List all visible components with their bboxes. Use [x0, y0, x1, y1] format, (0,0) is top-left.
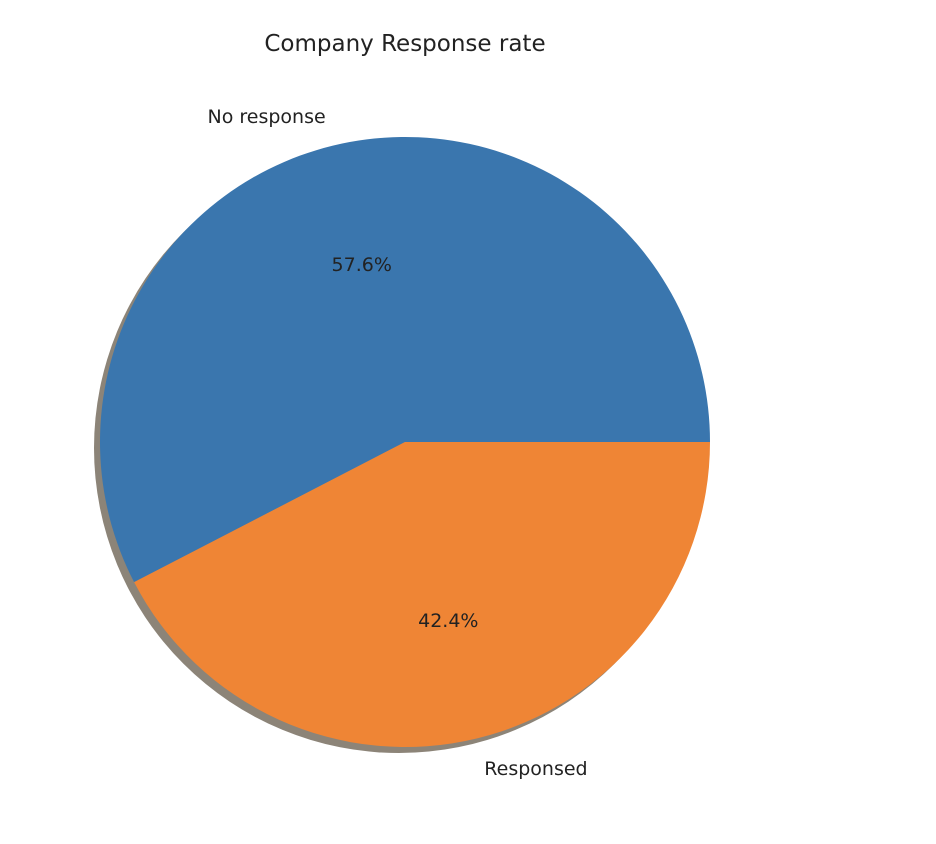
pie-slices — [100, 136, 711, 747]
chart-title: Company Response rate — [264, 31, 545, 57]
slice-label: Responsed — [484, 758, 587, 780]
pie-slice-responsed — [134, 442, 710, 747]
pie-slice-no-response — [100, 136, 711, 583]
slice-percent-label: 57.6% — [332, 254, 392, 276]
pie-labels: No response 57.6% Responsed 42.4% — [208, 106, 588, 780]
slice-percent-label: 42.4% — [418, 610, 478, 632]
slice-label: No response — [208, 106, 326, 128]
